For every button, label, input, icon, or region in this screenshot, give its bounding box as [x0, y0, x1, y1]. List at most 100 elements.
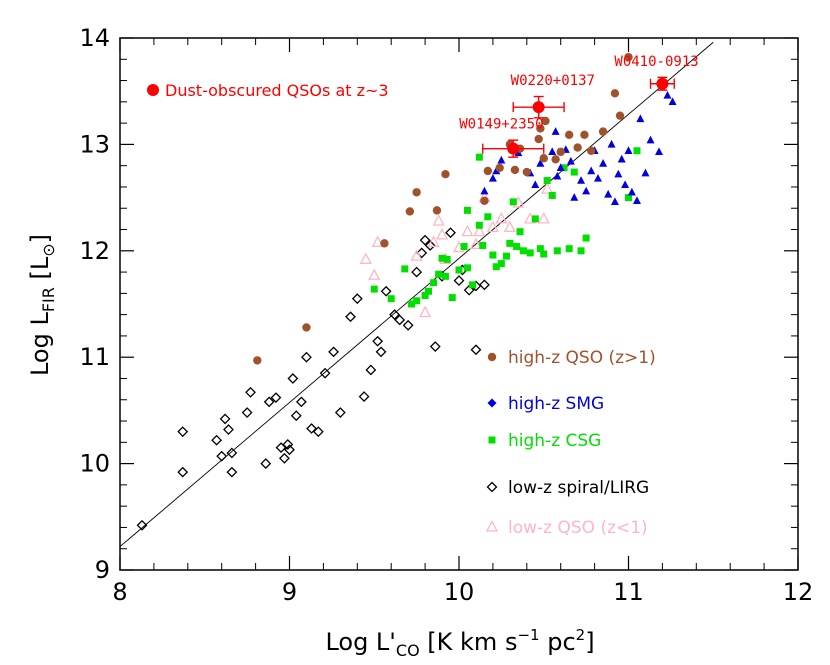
data-point	[480, 186, 489, 195]
data-point	[412, 188, 421, 197]
data-point	[610, 197, 619, 206]
data-point	[371, 235, 384, 247]
data-point	[483, 166, 493, 176]
point-label: W0220+0137	[511, 73, 595, 89]
data-point	[492, 166, 501, 175]
data-point	[570, 193, 579, 201]
data-point	[301, 351, 312, 363]
data-point	[394, 314, 406, 326]
data-point	[177, 466, 189, 478]
x-axis-title: Log L'CO [K km s−1 pc2]	[325, 626, 594, 660]
data-point	[551, 155, 560, 164]
data-point	[295, 396, 307, 408]
data-point	[543, 177, 551, 185]
y-tick-label: 14	[79, 24, 110, 52]
x-tick-label: 11	[613, 578, 644, 606]
data-point	[445, 227, 456, 239]
data-point	[380, 239, 389, 248]
data-point	[615, 111, 625, 120]
data-point	[553, 171, 562, 180]
data-point	[536, 245, 544, 253]
data-point	[429, 341, 441, 352]
data-point	[290, 410, 302, 422]
data-point	[469, 281, 477, 289]
data-point	[486, 220, 499, 233]
data-point	[328, 346, 339, 358]
data-point	[526, 249, 534, 257]
data-point	[548, 191, 556, 199]
point-label: W0149+2350	[459, 117, 543, 133]
data-point	[607, 139, 616, 148]
data-point	[287, 373, 299, 384]
data-point	[573, 143, 582, 152]
data-point	[365, 364, 377, 376]
y-tick-label: 12	[79, 237, 110, 265]
data-point	[408, 300, 416, 308]
data-point	[621, 180, 630, 189]
data-point	[536, 124, 545, 133]
data-point	[625, 194, 632, 202]
data-point	[435, 270, 443, 278]
legend: Dust-obscured QSOs at z~3 high-z QSO (z>1…	[147, 81, 656, 538]
data-point	[351, 293, 363, 305]
data-point	[411, 266, 423, 278]
data-point	[432, 214, 445, 226]
legend-marker	[487, 352, 497, 362]
data-point	[539, 154, 548, 163]
data-point	[551, 127, 560, 135]
data-point	[368, 268, 381, 280]
data-point	[441, 169, 450, 179]
data-point	[387, 295, 395, 303]
data-point	[506, 239, 514, 247]
data-point	[473, 224, 486, 237]
fit-line	[119, 41, 714, 547]
y-tick-label: 9	[95, 556, 110, 584]
legend-label: high-z SMG	[508, 394, 604, 414]
data-point	[531, 180, 540, 189]
data-point	[345, 311, 356, 323]
data-point	[441, 272, 449, 280]
legend-label: high-z CSG	[508, 431, 601, 451]
x-tick-label: 9	[282, 578, 297, 606]
data-point	[245, 386, 256, 398]
data-point	[136, 519, 148, 531]
data-point	[668, 97, 677, 106]
data-point	[531, 215, 539, 223]
data-point	[656, 77, 669, 90]
data-point	[263, 396, 275, 408]
data-point	[469, 237, 483, 250]
data-point	[556, 147, 565, 157]
data-point	[389, 309, 401, 321]
data-point	[582, 186, 591, 195]
data-point	[604, 189, 613, 198]
data-point	[564, 130, 574, 140]
legend-marker	[488, 436, 496, 444]
data-point	[270, 392, 282, 404]
data-point	[536, 159, 545, 167]
data-point	[475, 221, 483, 229]
data-point	[565, 245, 573, 253]
data-point	[646, 135, 655, 144]
data-point	[497, 155, 506, 164]
data-point	[587, 146, 596, 155]
data-point	[419, 234, 431, 246]
data-point	[580, 130, 589, 140]
data-point	[541, 116, 550, 126]
legend-marker	[485, 520, 499, 532]
data-point	[253, 356, 262, 365]
data-point	[370, 285, 378, 293]
data-point	[632, 196, 641, 204]
data-point	[432, 206, 442, 215]
data-point	[587, 166, 596, 175]
data-point	[516, 228, 524, 236]
data-point	[463, 264, 471, 272]
data-point	[593, 173, 602, 182]
data-point	[495, 211, 508, 224]
data-point	[380, 285, 392, 297]
data-point	[453, 275, 465, 287]
data-point	[211, 434, 223, 446]
data-point	[617, 154, 626, 163]
data-point	[598, 127, 608, 136]
data-point	[582, 234, 590, 242]
